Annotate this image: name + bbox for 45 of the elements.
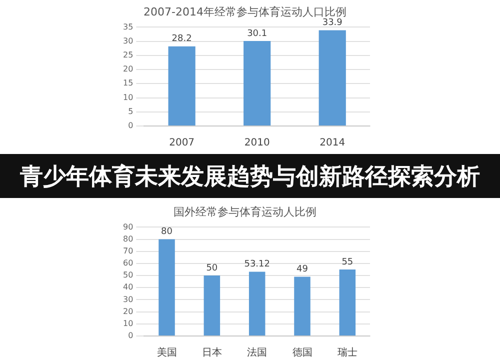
y-tick-label: 20 [122, 306, 134, 316]
bar [318, 30, 346, 126]
x-tick-label: 2010 [244, 138, 270, 149]
x-tick-label: 法国 [247, 346, 268, 359]
bar [244, 41, 271, 126]
y-tick-label: 10 [122, 92, 134, 102]
y-tick-label: 25 [122, 50, 134, 60]
x-tick-label: 日本 [202, 346, 222, 359]
x-tick-label: 2014 [320, 138, 346, 149]
y-tick-label: 0 [128, 331, 134, 340]
data-label: 30.1 [247, 28, 268, 39]
y-tick-label: 70 [122, 246, 134, 256]
y-tick-label: 80 [122, 234, 134, 244]
data-label: 55 [342, 257, 354, 268]
y-tick-label: 40 [122, 282, 134, 292]
y-tick-label: 90 [122, 222, 134, 232]
y-tick-label: 0 [128, 121, 134, 130]
text: 青少年体育未来发展趋势与创新路径探索分析 [0, 154, 500, 198]
data-label: 33.9 [322, 18, 343, 28]
y-tick-label: 30 [122, 294, 134, 304]
data-label: 49 [296, 264, 308, 275]
x-tick-label: 美国 [156, 346, 177, 359]
data-label: 50 [206, 263, 218, 274]
bar [294, 276, 310, 336]
bar [339, 270, 356, 336]
x-tick-label: 德国 [292, 348, 312, 359]
y-tick-label: 60 [122, 258, 134, 268]
chart-title: 国外经常参与体育运动人比例 [174, 205, 316, 218]
bar [158, 239, 175, 336]
data-label: 28.2 [172, 34, 192, 44]
chart-title: 2007-2014年经常参与体育运动人口比例 [144, 5, 346, 18]
y-tick-label: 20 [122, 64, 134, 74]
bar [168, 46, 196, 126]
y-tick-label: 30 [122, 36, 134, 46]
data-label: 53.12 [244, 260, 270, 270]
y-tick-label: 35 [122, 22, 134, 32]
y-tick-label: 5 [128, 106, 134, 116]
x-tick-label: 瑞士 [337, 346, 358, 359]
y-tick-label: 10 [122, 318, 134, 328]
bar [204, 276, 220, 336]
x-tick-label: 2007 [169, 138, 195, 149]
y-tick-label: 50 [122, 270, 134, 280]
data-label: 80 [161, 227, 173, 238]
y-tick-label: 15 [122, 78, 134, 88]
bar [248, 272, 266, 336]
